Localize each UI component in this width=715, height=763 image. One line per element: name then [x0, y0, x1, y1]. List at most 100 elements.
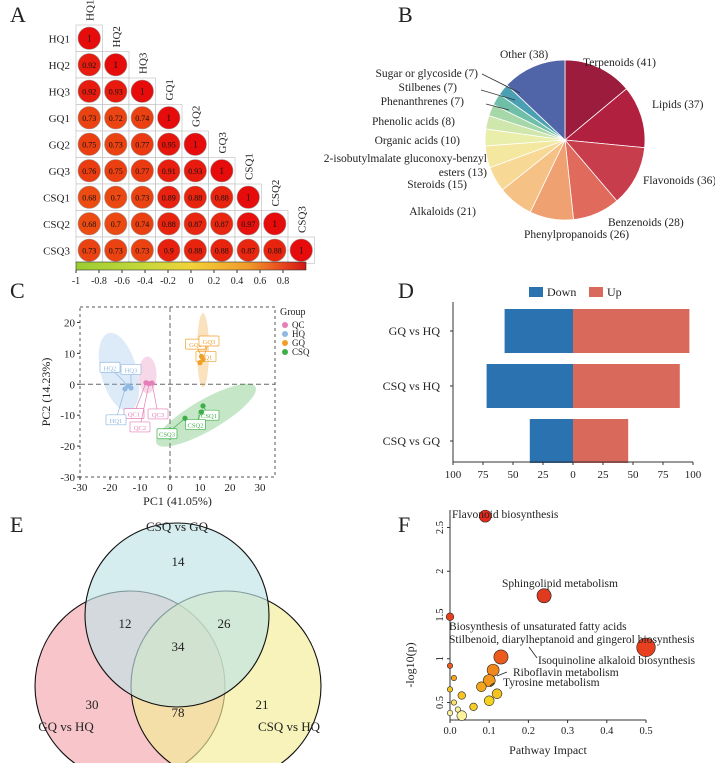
bar-down	[529, 419, 573, 463]
point-label: GQ2	[189, 342, 202, 349]
y-tick-label: -10	[60, 410, 75, 422]
correlation-circle	[263, 212, 287, 236]
point-label: CSQ3	[159, 432, 175, 439]
pathway-bubble	[445, 612, 455, 621]
correlation-circle	[104, 53, 128, 77]
correlation-circle	[183, 132, 207, 156]
x-tick-label: 0.0	[443, 726, 456, 737]
correlation-value: 0.88	[188, 193, 202, 202]
point-label-box	[105, 414, 127, 426]
point-label: HQ3	[125, 367, 138, 374]
pie-slice-label-line: esters (13)	[439, 167, 487, 179]
correlation-value: 0.93	[109, 87, 123, 96]
row-label: CSQ2	[43, 219, 70, 231]
point-label: CSQ1	[201, 413, 217, 420]
x-tick-label: 0.5	[639, 726, 652, 737]
column-label: HQ2	[111, 26, 123, 47]
correlation-value: 0.76	[82, 167, 96, 176]
correlation-circle	[77, 79, 101, 103]
correlation-value: 0.72	[109, 114, 123, 123]
pathway-leader	[489, 682, 495, 687]
correlation-value: 0.92	[82, 87, 96, 96]
panel-f-pathway-bubbles: 0.0 0.1 0.2 0.3 0.4 0.5 0.5 1 1.5 2 2.5 Pathway Imp…	[403, 509, 696, 757]
point-leader	[139, 383, 150, 427]
column-label: HQ3	[137, 52, 149, 74]
pie-slice-label-line: Terpenoids (41)	[583, 57, 656, 69]
venn-region-count: 78	[172, 705, 185, 720]
pie-slice-label-line: Organic acids (10)	[375, 135, 461, 147]
legend-marker	[282, 322, 288, 328]
pathway-bubble	[450, 674, 457, 681]
venn-region-count: 21	[256, 697, 269, 712]
correlation-circle	[104, 238, 128, 262]
colorbar-tick-label: -0.6	[114, 276, 130, 287]
pie-slice-label: Alkaloids (21)	[409, 206, 476, 218]
x-tick-label: 75	[478, 469, 490, 481]
bar-up	[573, 364, 680, 408]
point-label: QC2	[134, 425, 146, 432]
y-tick-label: 20	[64, 317, 76, 329]
pathway-label: Flavonoid biosynthesis	[452, 509, 559, 521]
point-label-box	[147, 408, 169, 420]
venn-region-count: 30	[86, 697, 99, 712]
confidence-ellipse	[138, 356, 157, 394]
row-label: HQ3	[49, 86, 71, 98]
x-tick-label: 50	[508, 469, 520, 481]
y-axis-title: PC2 (14.23%)	[39, 358, 53, 427]
pie-slice-label: Flavonoids (36)	[643, 175, 715, 187]
correlation-circle	[130, 106, 154, 130]
legend-label: CSQ	[292, 347, 310, 357]
correlation-value: 0.95	[162, 140, 176, 149]
pie-slice-label-line: Phenolic acids (8)	[372, 116, 455, 128]
correlation-value: 0.87	[241, 246, 255, 255]
correlation-value: 0.75	[82, 140, 96, 149]
category-label: CSQ vs GQ	[383, 434, 441, 448]
colorbar-tick-label: -1	[72, 276, 80, 287]
x-axis-title: Pathway Impact	[509, 743, 587, 757]
correlation-circle	[236, 238, 260, 262]
pathway-bubble	[476, 681, 487, 692]
x-tick-label: 50	[628, 469, 640, 481]
pie-slice-label-line: Benzenoids (28)	[608, 217, 684, 229]
correlation-value: 0.7	[111, 220, 121, 229]
column-label: CSQ1	[243, 153, 255, 180]
colorbar-tick-label: 0.6	[254, 276, 267, 287]
legend-label: HQ	[292, 329, 305, 339]
correlation-value: 1	[220, 166, 225, 176]
y-axis-title: -log10(p)	[403, 642, 417, 687]
x-tick-label: 0.2	[522, 726, 535, 737]
correlation-circle	[77, 53, 101, 77]
colorbar-tick-label: 0.4	[231, 276, 244, 287]
leader-line	[485, 103, 510, 111]
x-tick-label: -20	[103, 482, 118, 494]
pie-slice-label: Organic acids (10)	[375, 135, 461, 147]
point-label: GQ1	[200, 354, 213, 361]
correlation-value: 0.88	[268, 246, 282, 255]
correlation-circle	[210, 159, 234, 183]
correlation-circle	[130, 79, 154, 103]
x-tick-label: 100	[685, 469, 702, 481]
legend-marker	[282, 331, 288, 337]
legend-marker	[282, 349, 288, 355]
y-tick-label: -30	[60, 472, 75, 484]
venn-region-count: 12	[119, 616, 132, 631]
x-tick-label: -10	[133, 482, 148, 494]
correlation-circle	[130, 159, 154, 183]
confidence-ellipse	[197, 313, 209, 388]
pie-slice-label: Lipids (37)	[652, 99, 704, 111]
x-tick-label: 0.1	[483, 726, 496, 737]
legend-label: GQ	[292, 338, 305, 348]
pathway-bubble	[456, 710, 467, 721]
correlation-circle	[210, 212, 234, 236]
bar-up	[573, 309, 690, 353]
pie-slice	[506, 59, 566, 141]
panel-label-f: F	[398, 512, 410, 537]
y-tick-label: 2	[435, 569, 446, 574]
correlation-circle	[77, 132, 101, 156]
correlation-value: 0.88	[215, 193, 229, 202]
row-label: HQ1	[49, 33, 70, 45]
correlation-value: 0.88	[188, 246, 202, 255]
data-point	[182, 415, 188, 421]
correlation-circle	[210, 238, 234, 262]
correlation-circle	[77, 26, 101, 50]
